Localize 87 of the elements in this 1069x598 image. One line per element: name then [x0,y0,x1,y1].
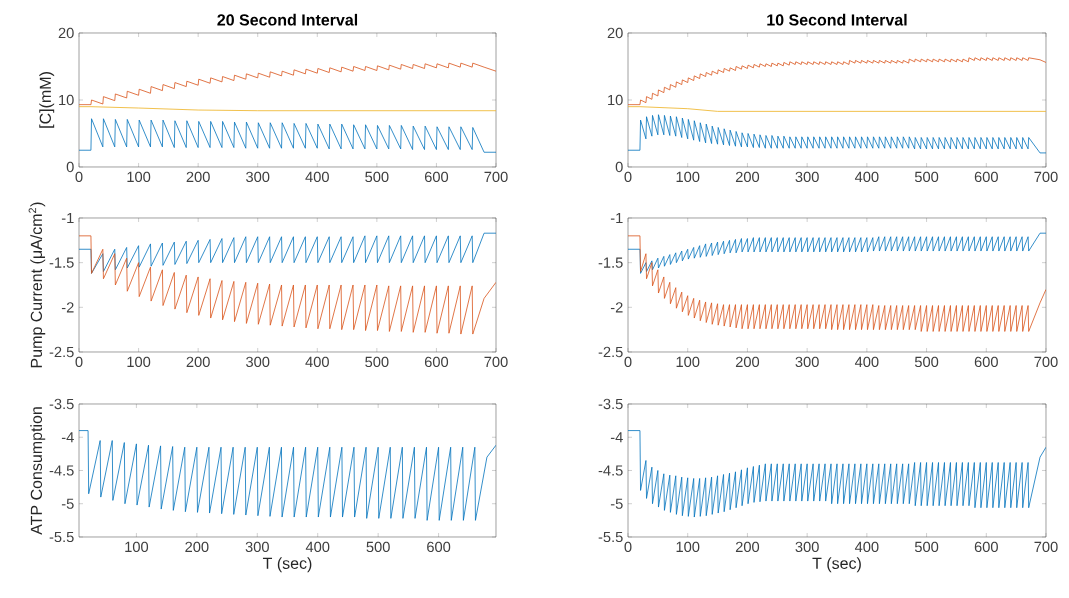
y-tick-label: -1 [610,212,623,224]
y-tick-label: -4 [610,432,623,443]
x-tick-label: 100 [127,356,151,368]
x-tick-label: 500 [365,171,389,183]
y-tick-label: 10 [608,94,623,106]
x-tick-label: 300 [795,541,819,553]
y-tick-label: -3.5 [49,398,74,410]
x-tick-label: 0 [624,541,632,553]
x-tick-label: 300 [246,171,270,183]
x-tick-label: 600 [427,541,451,553]
y-tick-label: 20 [607,27,623,39]
x-tick-label: 200 [735,541,760,553]
y-tick-label: 0 [66,161,74,173]
y-tick-label: 20 [58,27,74,39]
line-series [79,232,496,274]
y-tick-label: -5 [61,498,74,509]
x-tick-label: 0 [75,356,83,368]
x-tick-label: 300 [795,171,819,183]
x-tick-label: 300 [245,541,269,553]
line-series [628,114,1046,154]
y-tick-label: -2 [610,302,623,313]
x-tick-label: 200 [735,171,760,183]
y-axis-title: Pump Current (μA/cm$^{2}$) [28,202,46,368]
y-tick-label: -1.5 [49,257,74,268]
x-tick-label: 0 [624,171,632,183]
line-series [79,118,496,153]
x-tick-label: 200 [735,356,760,368]
x-tick-label: 300 [246,356,270,368]
x-tick-label: 500 [914,356,939,368]
y-tick-label: -5 [610,498,623,509]
x-axis-title: T (sec) [262,557,312,573]
x-tick-label: 400 [854,541,879,553]
x-tick-label: 400 [854,171,879,183]
x-tick-label: 400 [854,356,879,368]
x-tick-label: 500 [365,356,389,368]
x-tick-label: 500 [366,541,390,553]
line-series [79,235,496,335]
x-tick-label: 700 [1034,541,1058,553]
x-tick-label: 0 [75,171,83,183]
y-tick-label: -1 [61,212,74,224]
y-tick-label: -4 [61,432,74,443]
line-series [628,57,1046,106]
x-tick-label: 600 [974,356,998,368]
x-tick-label: 700 [484,356,508,368]
x-axis-title: T (sec) [812,557,861,573]
x-tick-label: 700 [484,171,508,183]
x-tick-label: 600 [424,171,449,183]
x-tick-label: 200 [186,171,210,183]
x-tick-label: 600 [974,171,998,183]
x-tick-label: 500 [914,171,939,183]
x-tick-label: 100 [125,541,149,553]
y-tick-label: 0 [615,161,623,173]
x-tick-label: 400 [305,356,329,368]
line-series [79,430,496,521]
x-tick-label: 600 [974,541,998,553]
y-tick-label: -3.5 [598,398,623,410]
y-tick-label: 10 [59,94,74,106]
x-tick-label: 100 [127,171,151,183]
line-series [628,232,1046,274]
y-tick-label: -5.5 [598,531,623,543]
line-series [628,430,1046,518]
line-series [628,235,1046,332]
chart-title: 10 Second Interval [767,13,907,26]
y-tick-label: -5.5 [49,531,74,543]
y-tick-label: -4.5 [49,465,74,476]
x-tick-label: 100 [676,171,700,183]
x-tick-label: 100 [676,356,700,368]
x-tick-label: 200 [186,356,210,368]
x-tick-label: 500 [914,541,939,553]
y-axis-title: ATP Consumption [30,407,46,535]
x-tick-label: 100 [676,541,700,553]
x-tick-label: 400 [305,541,330,553]
x-tick-label: 200 [185,541,209,553]
y-tick-label: -2.5 [598,346,623,358]
x-tick-label: 600 [424,356,449,368]
x-tick-label: 700 [1034,171,1058,183]
y-axis-title: [C](mM) [39,72,55,128]
x-tick-label: 400 [305,171,329,183]
x-tick-label: 300 [795,356,819,368]
y-tick-label: -1.5 [598,257,623,268]
x-tick-label: 700 [1034,356,1058,368]
chart-title: 20 Second Interval [217,13,358,26]
y-tick-label: -4.5 [598,465,623,476]
y-tick-label: -2 [61,302,74,313]
x-tick-label: 0 [624,356,632,368]
y-tick-label: -2.5 [49,346,74,358]
line-series [79,62,496,106]
